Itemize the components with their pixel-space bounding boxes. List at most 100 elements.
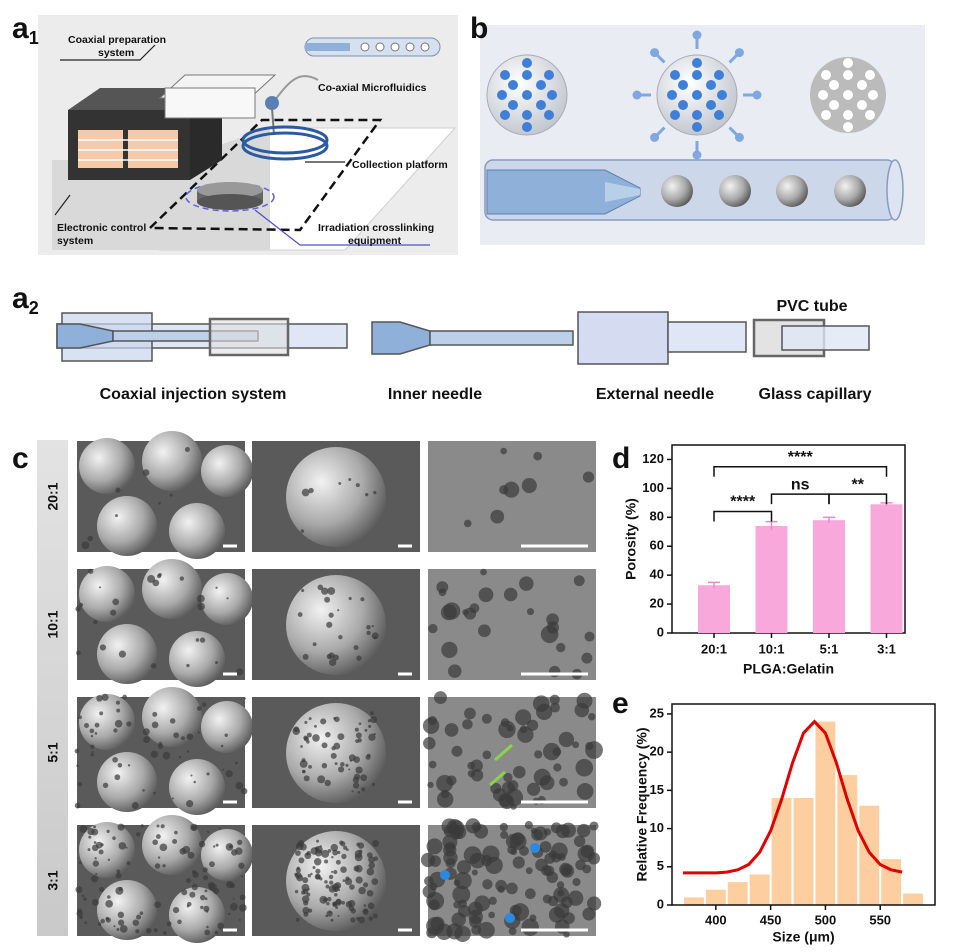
pore — [303, 775, 310, 782]
pore — [857, 100, 867, 110]
pore — [434, 691, 447, 705]
microsphere — [79, 438, 135, 494]
pore — [818, 90, 828, 100]
pore — [91, 750, 94, 754]
pore — [110, 609, 117, 616]
pore — [553, 763, 562, 772]
pore — [154, 863, 161, 869]
pore — [308, 765, 312, 769]
pore — [191, 825, 197, 831]
pore — [373, 856, 379, 861]
pore — [321, 762, 328, 769]
x-tick-label: 400 — [705, 912, 727, 927]
pore — [158, 501, 161, 505]
pore — [363, 882, 369, 888]
pore — [692, 122, 702, 132]
pore — [462, 609, 469, 616]
pore — [206, 830, 210, 833]
pore — [325, 914, 329, 918]
pore — [331, 856, 334, 859]
pore — [348, 596, 352, 601]
panel-label: c — [12, 442, 29, 475]
pore — [197, 602, 205, 611]
pore — [240, 787, 248, 795]
pore — [197, 731, 200, 734]
pore — [140, 824, 144, 828]
bar — [755, 525, 788, 633]
pore — [204, 889, 208, 893]
pore — [555, 824, 570, 839]
microsphere — [286, 447, 386, 547]
pore — [474, 895, 491, 912]
pore — [304, 852, 312, 860]
pore — [355, 483, 360, 488]
pore — [152, 839, 158, 846]
pore — [500, 110, 510, 120]
pore — [76, 650, 81, 656]
pore — [324, 596, 331, 603]
y-tick-label: 5 — [657, 858, 664, 873]
pore — [151, 721, 159, 729]
pore — [506, 724, 514, 732]
pore — [100, 918, 106, 924]
pore — [169, 718, 176, 724]
row-label: 5:1 — [45, 742, 61, 762]
x-tick-label: 5:1 — [820, 641, 839, 656]
panel-label: e — [612, 687, 629, 720]
pore — [153, 791, 156, 795]
pore — [543, 828, 552, 836]
pore — [78, 915, 83, 920]
pore — [239, 904, 247, 912]
pore — [332, 901, 337, 906]
pore — [524, 888, 536, 900]
pore — [162, 864, 166, 868]
significance-label: ns — [791, 476, 810, 493]
pore — [215, 586, 218, 589]
pore — [366, 630, 371, 636]
pore — [337, 888, 341, 892]
panel-subscript: 2 — [29, 298, 39, 318]
pore — [329, 658, 337, 667]
pore — [426, 838, 443, 855]
pore — [234, 761, 238, 765]
pore — [522, 58, 532, 68]
pore — [78, 715, 82, 720]
pore — [372, 840, 379, 847]
pore — [508, 80, 518, 90]
pore — [557, 889, 565, 897]
pore — [453, 901, 461, 909]
a2-schematic — [56, 311, 870, 365]
x-tick-label: 450 — [760, 912, 782, 927]
pore — [558, 853, 566, 861]
pore — [298, 857, 305, 864]
pore — [228, 912, 231, 916]
pore — [302, 653, 309, 660]
pore — [238, 918, 241, 921]
histogram-bar — [793, 798, 814, 905]
a2-caption: External needle — [596, 386, 714, 403]
pore — [575, 859, 586, 871]
pore — [868, 90, 878, 100]
pore — [142, 469, 150, 476]
pore — [499, 485, 509, 495]
pore — [295, 917, 300, 922]
pore — [196, 594, 205, 603]
pore — [77, 781, 83, 787]
pore — [370, 716, 378, 724]
pore — [302, 769, 306, 774]
pore — [229, 902, 238, 911]
pore — [329, 911, 332, 914]
pore — [478, 587, 494, 603]
pore — [328, 612, 334, 618]
pore — [372, 913, 378, 919]
pore — [169, 493, 173, 497]
pore — [371, 878, 379, 886]
pore — [218, 827, 221, 830]
pore — [209, 861, 215, 868]
y-tick-label: 20 — [650, 744, 664, 759]
x-axis-label: PLGA:Gelatin — [743, 661, 834, 677]
pore — [83, 897, 87, 901]
pvc-label: PVC tube — [776, 298, 847, 315]
a2-caption: Glass capillary — [759, 386, 872, 403]
